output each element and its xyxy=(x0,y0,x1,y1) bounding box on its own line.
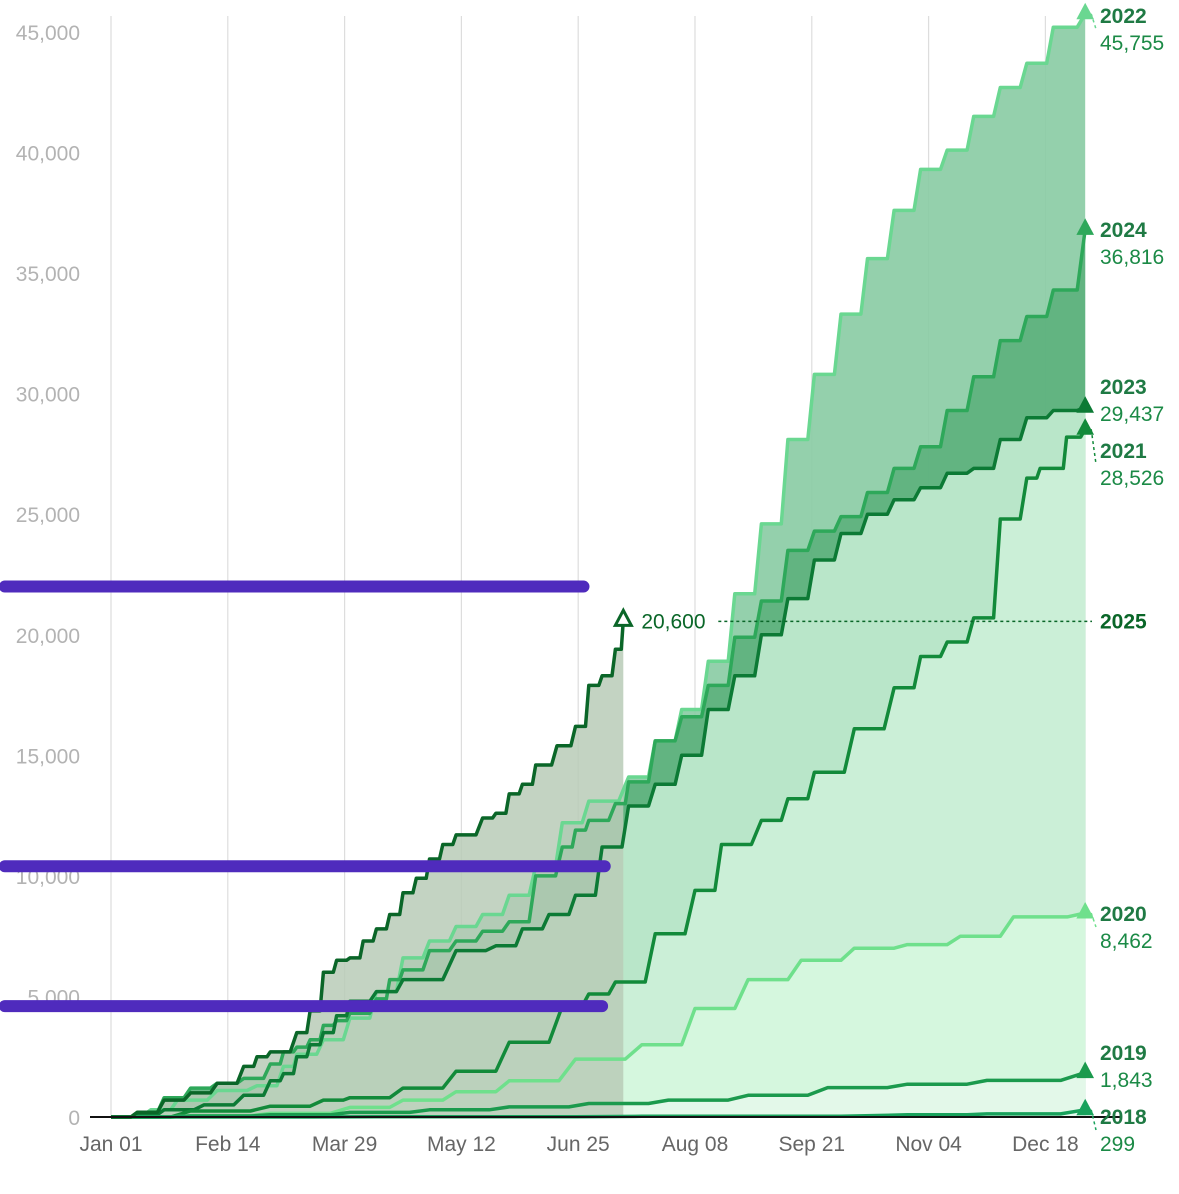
y-axis-ticks: 05,00010,00015,00020,00025,00030,00035,0… xyxy=(16,22,80,1130)
y-tick-label: 25,000 xyxy=(16,504,80,527)
x-tick-label: Aug 08 xyxy=(662,1133,729,1156)
y-tick-label: 20,000 xyxy=(16,625,80,648)
end-label-value: 1,843 xyxy=(1100,1069,1153,1092)
x-tick-label: Nov 04 xyxy=(895,1133,962,1156)
leader-2022 xyxy=(1090,13,1097,30)
end-label-year: 2019 xyxy=(1100,1042,1147,1065)
end-label-value: 20,600 xyxy=(641,610,705,633)
end-label-value: 28,526 xyxy=(1100,467,1164,490)
line-2020 xyxy=(111,911,1086,1119)
end-label-value: 8,462 xyxy=(1100,930,1153,953)
end-marker-2023 xyxy=(1076,396,1095,413)
x-tick-label: Dec 18 xyxy=(1012,1133,1079,1156)
series-areas xyxy=(111,13,1086,1118)
end-marker-2022 xyxy=(1076,2,1095,20)
end-label-value: 36,816 xyxy=(1100,246,1164,269)
end-labels: 2018 299 2019 1,843 2020 8,462 2021 28,526 2023 2… xyxy=(641,5,1164,1156)
x-tick-label: Sep 21 xyxy=(779,1133,846,1156)
area-2021 xyxy=(111,429,1086,1117)
end-label-value: 45,755 xyxy=(1100,32,1164,55)
end-label-value: 29,437 xyxy=(1100,403,1164,426)
y-tick-label: 15,000 xyxy=(16,745,80,768)
overlay-bars xyxy=(0,580,611,1013)
end-marker-2019 xyxy=(1076,1061,1095,1079)
area-2025 xyxy=(111,620,624,1117)
y-tick-label: 35,000 xyxy=(16,263,80,286)
end-label-year: 2020 xyxy=(1100,903,1147,926)
end-label-year: 2018 xyxy=(1100,1106,1147,1129)
y-tick-label: 40,000 xyxy=(16,143,80,166)
end-label-year: 2025 xyxy=(1100,610,1147,633)
end-label-year: 2024 xyxy=(1100,219,1147,242)
line-2023 xyxy=(111,405,1086,1119)
line-2025 xyxy=(111,620,626,1119)
y-tick-label: 0 xyxy=(68,1107,80,1130)
end-marker-2021 xyxy=(1076,418,1095,435)
area-2019 xyxy=(111,1072,1086,1117)
end-marker-2024 xyxy=(1076,218,1095,235)
x-tick-label: May 12 xyxy=(427,1133,496,1156)
line-2021 xyxy=(111,428,1087,1119)
y-tick-label: 45,000 xyxy=(16,22,80,45)
area-2020 xyxy=(111,913,1086,1117)
end-marker-2025 xyxy=(612,607,634,627)
end-label-year: 2021 xyxy=(1100,440,1147,463)
x-tick-label: Jan 01 xyxy=(79,1133,142,1156)
x-tick-label: Feb 14 xyxy=(195,1133,261,1156)
x-tick-label: Mar 29 xyxy=(312,1133,377,1156)
end-marker-2020 xyxy=(1076,901,1095,919)
end-label-value: 299 xyxy=(1100,1133,1135,1156)
x-tick-label: Jun 25 xyxy=(547,1133,610,1156)
line-2019 xyxy=(111,1070,1086,1119)
end-label-year: 2023 xyxy=(1100,376,1147,399)
y-tick-label: 30,000 xyxy=(16,384,80,407)
leader-2020 xyxy=(1090,912,1097,928)
end-markers xyxy=(612,2,1095,1116)
end-label-year: 2022 xyxy=(1100,5,1147,28)
end-marker-2018 xyxy=(1076,1098,1095,1116)
x-axis-ticks: Jan 01 Feb 14 Mar 29 May 12 Jun 25 Aug 08 Sep … xyxy=(79,1133,1078,1156)
